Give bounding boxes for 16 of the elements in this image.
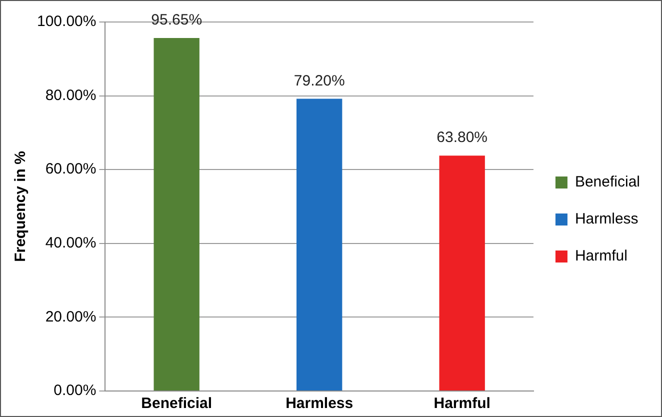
x-tick-label: Beneficial [141, 395, 212, 412]
data-label: 79.20% [294, 72, 345, 90]
y-tick-label: 100.00% [37, 13, 96, 30]
y-tick-label: 80.00% [45, 86, 96, 104]
legend-label: Harmless [574, 210, 638, 228]
data-label: 63.80% [436, 129, 488, 146]
x-tick-label: Harmless [286, 395, 354, 412]
y-tick-label: 0.00% [54, 382, 96, 400]
y-tick-label: 60.00% [45, 160, 96, 178]
y-tick-label: 20.00% [45, 308, 96, 326]
legend-label: Beneficial [574, 174, 640, 191]
legend-label: Harmful [574, 248, 628, 265]
data-label: 95.65% [151, 12, 202, 29]
y-axis-title: Frequency in % [12, 151, 30, 262]
x-tick-label: Harmful [434, 395, 490, 412]
y-tick-label: 40.00% [45, 234, 96, 252]
